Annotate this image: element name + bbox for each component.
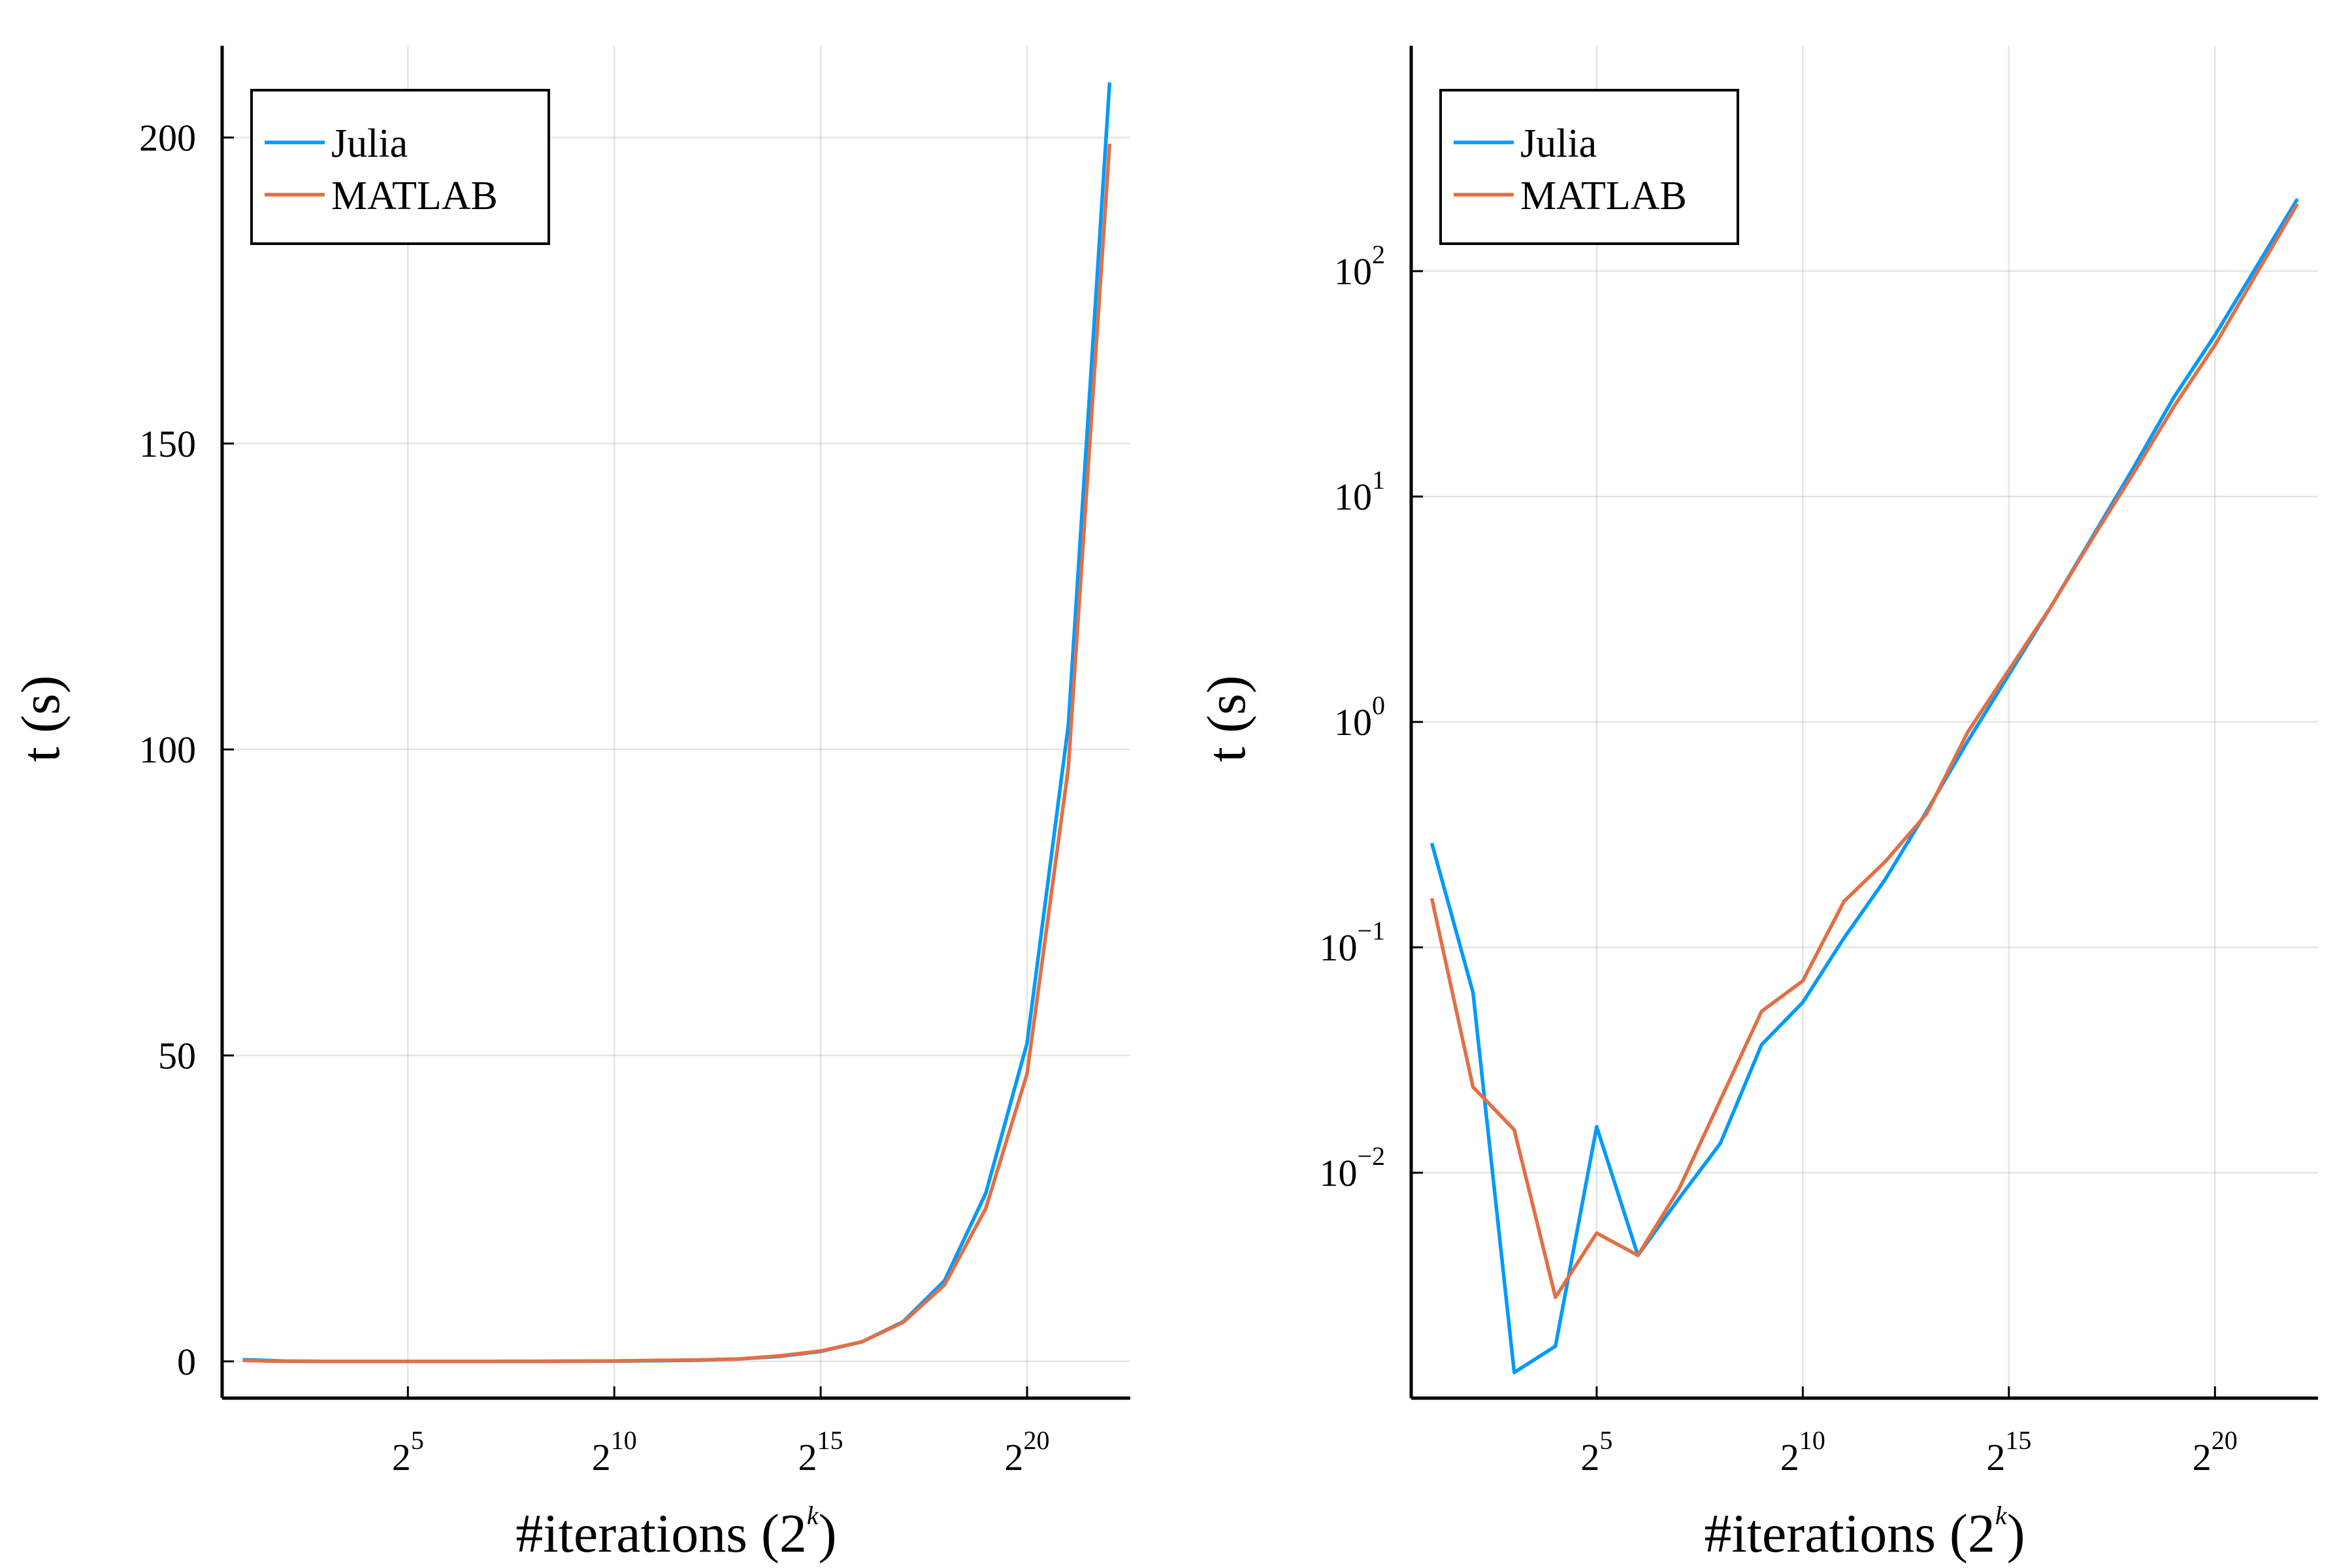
linear-time-chart: 25 210 215 220 0 50 100 150 200 Julia MATLAB #itera… [10,46,1130,1564]
legend: Julia MATLAB [250,89,550,245]
x-axis-label: #iterations (2k) [1704,1501,2025,1564]
x-tick-label: 220 [2193,1426,2238,1478]
gridlines [1411,46,2318,1398]
x-axis-label: #iterations (2k) [515,1501,836,1564]
x-tick-label: 210 [592,1426,637,1478]
y-axis-label: t (s) [1196,676,1257,762]
x-tick-label: 215 [798,1426,843,1478]
x-tick-label: 25 [1580,1426,1612,1478]
y-tick-label: 200 [139,116,196,159]
y-tick-label: 10−1 [1319,916,1385,969]
y-tick-label: 150 [139,423,196,465]
log-time-chart: 25 210 215 220 10−2 10−1 100 101 102 Julia MATLAB #… [1196,46,2318,1564]
y-tick-label: 0 [177,1341,196,1383]
series-line-julia [1429,198,2299,1375]
y-axis-label: t (s) [10,676,71,762]
y-tick-label: 50 [158,1034,196,1077]
y-tick-label: 102 [1334,240,1385,293]
series-line-matlab [242,143,1112,1364]
gridlines [222,46,1130,1398]
legend-label-matlab: MATLAB [1520,174,1687,218]
x-tick-label: 25 [392,1426,424,1478]
y-tick-label: 101 [1334,465,1385,518]
y-tick-label: 100 [139,728,196,771]
legend-box [1439,89,1739,245]
x-tick-label: 215 [1986,1426,2031,1478]
legend-label-matlab: MATLAB [331,174,498,218]
legend-label-julia: Julia [331,122,408,166]
legend-label-julia: Julia [1520,122,1597,166]
x-tick-label: 220 [1005,1426,1050,1478]
y-tick-label: 10−2 [1319,1141,1385,1194]
y-tick-label: 100 [1334,691,1385,743]
series-line-matlab [1429,203,2299,1299]
legend: Julia MATLAB [1439,89,1739,245]
x-tick-label: 210 [1780,1426,1825,1478]
legend-box [250,89,550,245]
series-line-julia [242,82,1112,1364]
